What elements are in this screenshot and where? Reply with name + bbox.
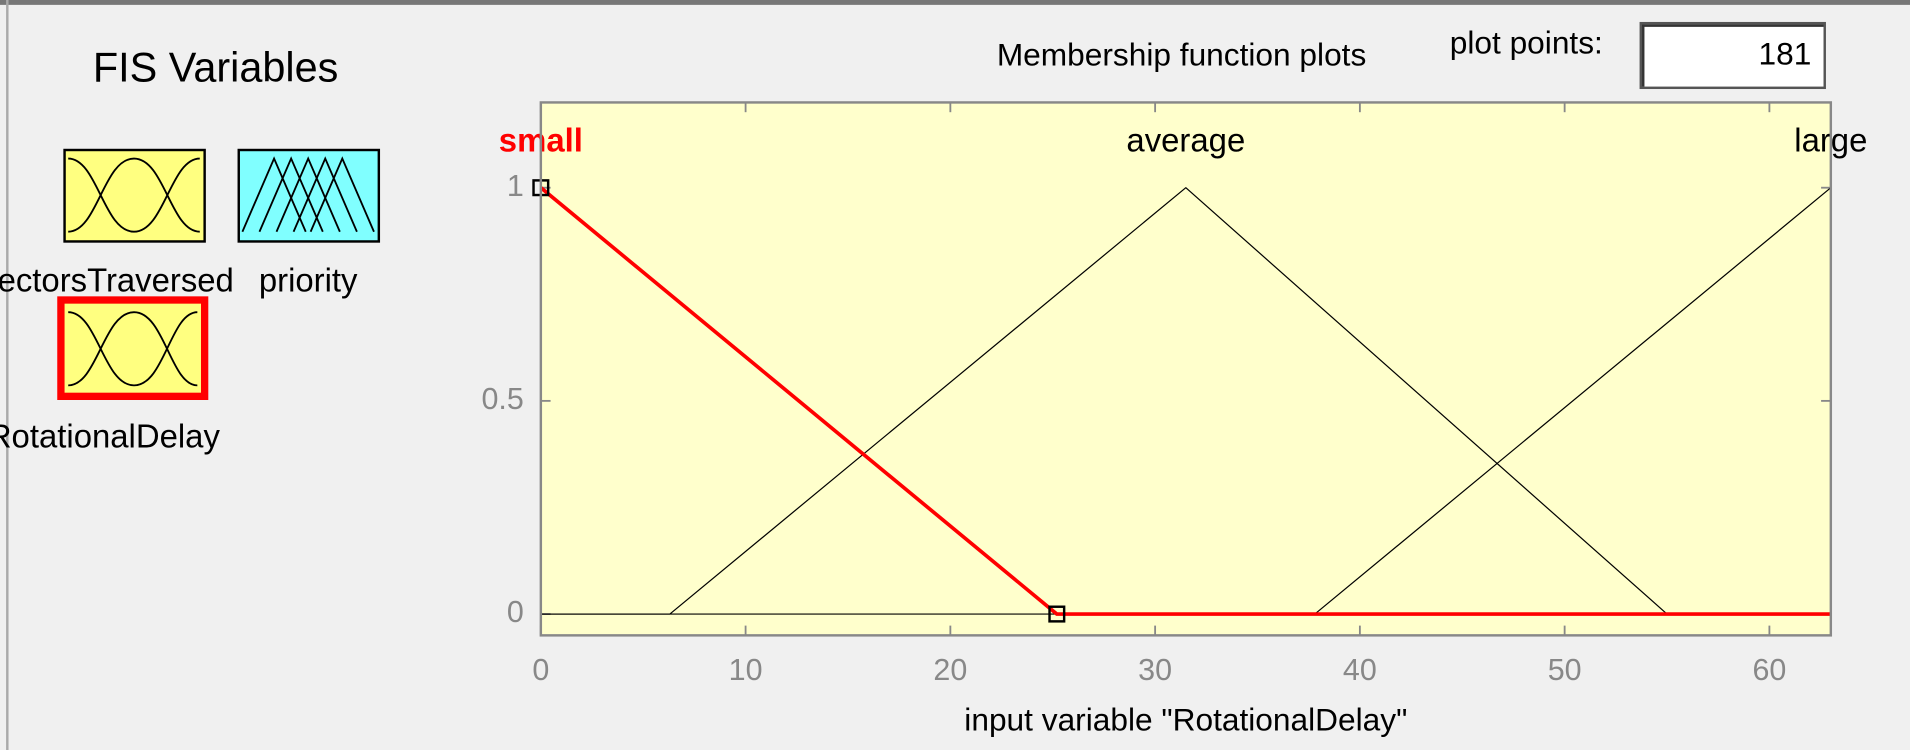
plot-points-input[interactable]: 181 xyxy=(1639,21,1826,90)
x-tick-label: 30 xyxy=(1138,653,1172,687)
icon-curves xyxy=(241,156,375,233)
x-axis-label: input variable "RotationalDelay" xyxy=(964,701,1407,737)
y-tick-label: 1 xyxy=(507,169,524,203)
vertex-marker xyxy=(1048,605,1066,623)
panel-title: FIS Variables xyxy=(93,44,338,91)
variable-label: SectorsTraversed xyxy=(0,262,234,299)
plot-points-label: plot points: xyxy=(1450,24,1603,60)
x-tick-label: 60 xyxy=(1752,653,1786,687)
icon-box xyxy=(57,296,209,400)
variable-icon-selected[interactable] xyxy=(57,296,209,400)
variable-icon[interactable] xyxy=(63,148,206,243)
plot-area: 0 10 20 30 40 50 60 0 0.5 1 input variable "Rotati… xyxy=(481,101,1867,737)
y-tick-label: 0 xyxy=(507,595,524,629)
icon-curves xyxy=(68,311,198,387)
axes-frame xyxy=(539,101,1833,637)
variable-label: priority xyxy=(259,262,358,299)
icon-box xyxy=(63,148,206,243)
variable-icon[interactable] xyxy=(237,148,381,243)
x-tick-label: 40 xyxy=(1343,653,1377,687)
input-box xyxy=(1639,21,1826,90)
mf-name: average xyxy=(1126,121,1245,158)
icon-curves xyxy=(68,157,200,233)
y-tick-label: 0.5 xyxy=(481,382,523,416)
x-tick-label: 10 xyxy=(729,653,763,687)
membership-line xyxy=(539,186,1831,616)
x-tick-label: 20 xyxy=(933,653,967,687)
input-value: 181 xyxy=(1759,35,1812,71)
x-tick-label: 50 xyxy=(1548,653,1582,687)
x-tick-label: 0 xyxy=(532,653,549,687)
axes-background xyxy=(540,102,1831,636)
plot-title: Membership function plots xyxy=(997,37,1366,73)
variable-label: RotationalDelay xyxy=(0,418,220,455)
